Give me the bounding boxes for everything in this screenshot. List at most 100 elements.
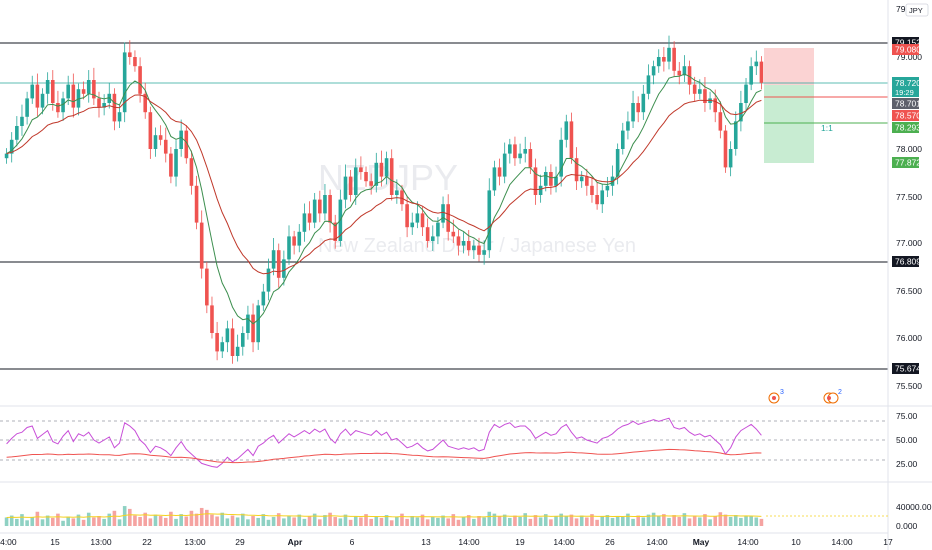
volume-bar — [266, 519, 271, 526]
candle-body — [651, 66, 656, 76]
volume-bar — [456, 519, 461, 526]
volume-bar — [138, 516, 142, 526]
candle — [364, 166, 368, 187]
candle — [353, 158, 358, 205]
candle-body — [4, 153, 9, 159]
time-tick: 17 — [883, 537, 893, 547]
candle — [312, 192, 317, 229]
price-pane[interactable]: 1:1 3 2 — [0, 35, 888, 404]
volume-bar — [230, 515, 235, 526]
candle — [297, 224, 302, 253]
volume-bar — [312, 513, 317, 526]
volume-bar — [163, 517, 168, 526]
currency-badge[interactable] — [905, 3, 929, 17]
take-profit-zone[interactable] — [764, 85, 814, 163]
candle-body — [569, 121, 574, 159]
candle-body — [364, 172, 368, 182]
volume-bar — [636, 515, 640, 526]
candle-body — [20, 116, 24, 126]
rsi-pane[interactable] — [0, 417, 888, 468]
candle-body — [533, 167, 538, 195]
candle-body — [292, 236, 296, 246]
candle — [71, 73, 76, 118]
candle-body — [713, 98, 718, 113]
volume-bar — [441, 515, 445, 526]
volume-pane[interactable] — [4, 506, 888, 526]
candle — [482, 240, 486, 265]
volume-bar — [651, 512, 656, 526]
candle — [733, 111, 738, 156]
volume-bar — [50, 517, 55, 526]
candle — [585, 168, 589, 196]
candle — [739, 90, 743, 132]
candle — [590, 175, 594, 203]
candle — [220, 336, 225, 359]
candle — [620, 122, 625, 155]
candle-body — [184, 130, 189, 159]
candle — [143, 82, 148, 119]
price-tag-ma: 78.701 — [892, 98, 921, 109]
candle — [466, 229, 471, 256]
volume-bar — [276, 513, 281, 526]
volume-bar — [333, 516, 338, 526]
risk-reward-label: 1:1 — [821, 123, 833, 133]
event-marker-1[interactable]: 3 — [768, 389, 784, 404]
candle — [86, 70, 91, 103]
time-scale[interactable]: 14:00 15 13:00 22 13:00 29 Apr 6 13 14:00 19 14:00 2… — [0, 537, 893, 547]
candle-body — [395, 190, 399, 195]
price-tick: 77.000 — [896, 238, 922, 248]
candle-body — [400, 190, 404, 205]
candle-body — [446, 204, 450, 232]
volume-bar — [246, 519, 250, 526]
volume-bar — [76, 514, 81, 526]
candle-body — [25, 98, 29, 117]
candle-body — [256, 305, 260, 343]
volume-bar — [30, 516, 35, 526]
candle-body — [590, 185, 594, 195]
volume-bar — [564, 516, 569, 526]
candle — [179, 119, 183, 157]
svg-text:78.720: 78.720 — [895, 78, 921, 88]
volume-bar — [287, 515, 291, 526]
stop-loss-zone[interactable] — [764, 48, 814, 85]
time-tick: 13 — [421, 537, 431, 547]
candle-body — [97, 98, 101, 108]
volume-bar — [579, 515, 584, 526]
candle-body — [210, 305, 214, 333]
candle — [318, 190, 322, 223]
volume-bar — [718, 512, 723, 526]
candle-body — [194, 185, 199, 223]
candle-body — [692, 84, 697, 94]
candle — [276, 243, 281, 288]
candle — [749, 57, 753, 91]
candle-body — [677, 70, 682, 76]
candle — [194, 175, 199, 230]
candle-body — [513, 144, 517, 159]
time-tick: Apr — [288, 537, 303, 547]
candle — [533, 158, 538, 205]
candle-body — [477, 245, 481, 255]
volume-bar — [251, 516, 255, 526]
volume-bar — [554, 516, 558, 526]
candle-body — [66, 84, 70, 99]
candle-body — [261, 291, 266, 306]
price-scale[interactable]: 79 JPY 79.000 78.000 77.500 77.000 76.50… — [892, 3, 932, 531]
volume-bar — [133, 515, 137, 526]
candle — [605, 176, 610, 198]
candle-body — [662, 57, 666, 62]
volume-bar — [646, 514, 651, 526]
svg-text:79.152: 79.152 — [895, 38, 921, 48]
candle-body — [425, 227, 430, 241]
moving-average-slow — [6, 94, 762, 275]
volume-bar — [528, 518, 533, 526]
rsi-signal-line — [6, 448, 762, 464]
candle — [672, 41, 676, 77]
candle — [163, 127, 168, 163]
event-marker-2[interactable]: 2 — [823, 389, 842, 404]
svg-text:78.701: 78.701 — [895, 99, 921, 109]
candle — [472, 240, 476, 260]
candle-body — [518, 153, 522, 159]
candle — [256, 299, 260, 350]
volume-bar — [169, 511, 173, 526]
